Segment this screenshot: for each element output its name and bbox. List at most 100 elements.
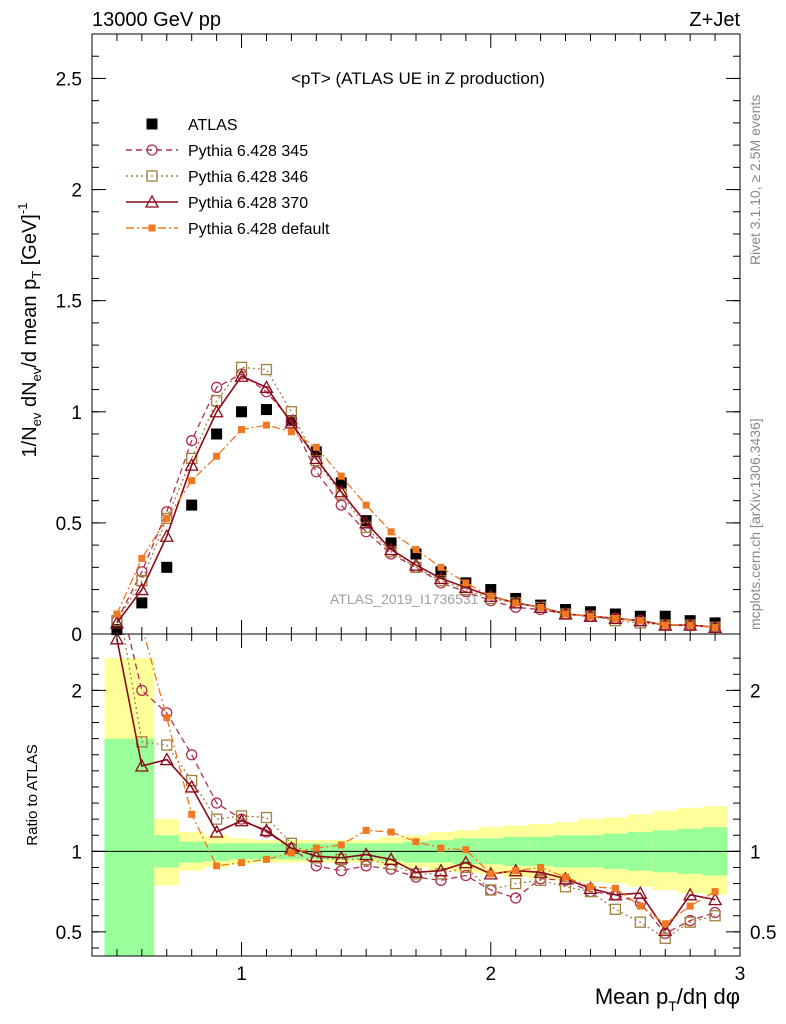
point-atlas <box>335 477 347 489</box>
ratio-point-p346 <box>210 813 223 825</box>
point-p345 <box>136 566 148 578</box>
point-atlas <box>111 624 123 636</box>
point-atlas <box>186 499 198 511</box>
ratio-point-pdef <box>188 810 196 818</box>
point-p370 <box>433 571 449 585</box>
legend-item-p370: Pythia 6.428 370 <box>126 194 308 212</box>
ratio-point-p370 <box>533 864 548 878</box>
ratio-point-p370 <box>259 823 274 837</box>
point-p370 <box>309 451 324 465</box>
watermark: ATLAS_2019_I1736531 <box>330 591 479 607</box>
series-line-p345 <box>116 373 716 628</box>
legend-label: Pythia 6.428 default <box>188 221 330 238</box>
point-p370 <box>458 579 473 593</box>
ratio-point-p370 <box>408 864 424 878</box>
point-atlas <box>260 404 272 416</box>
legend-label: Pythia 6.428 345 <box>188 143 308 160</box>
band-green <box>104 738 130 956</box>
y-tick-label: 2 <box>71 181 82 202</box>
ratio-y-ticks: 0.5 0.5 1 1 2 2 <box>56 657 776 949</box>
point-p370 <box>134 582 149 596</box>
ratio-point-p346 <box>659 932 671 944</box>
point-p345 <box>210 381 223 393</box>
ratio-point-p346 <box>559 881 572 893</box>
point-pdef <box>213 452 221 460</box>
ratio-point-p370 <box>109 631 125 645</box>
header-right: Z+Jet <box>689 9 740 31</box>
point-p370 <box>359 515 374 529</box>
ratio-point-p346 <box>485 884 497 896</box>
point-p370 <box>284 415 299 429</box>
point-atlas <box>360 515 372 527</box>
ratio-point-p346 <box>510 877 522 890</box>
ratio-point-pdef <box>586 883 594 891</box>
x-tick-label: 2 <box>485 964 496 985</box>
point-p346 <box>210 395 223 407</box>
ratio-point-p370 <box>658 922 673 936</box>
series-line-p346 <box>116 366 716 628</box>
y-tick-label: 1.5 <box>56 292 82 313</box>
point-pdef <box>412 546 420 554</box>
ratio-point-p370 <box>707 892 723 906</box>
point-p370 <box>109 615 125 629</box>
ratio-y-tick-label-right: 1 <box>750 842 761 863</box>
point-pdef <box>387 528 395 536</box>
ratio-point-p345 <box>360 860 372 872</box>
ratio-point-pdef <box>562 873 570 881</box>
point-p370 <box>334 484 349 498</box>
point-p346 <box>235 361 248 373</box>
main-x-ticks <box>116 34 741 634</box>
ratio-point-p346 <box>709 910 721 922</box>
y-tick-label: 1 <box>71 403 82 424</box>
point-p370 <box>209 404 224 418</box>
ratio-point-p370 <box>633 885 648 899</box>
point-pdef <box>138 554 146 562</box>
point-atlas <box>161 561 173 573</box>
point-p346 <box>260 363 273 376</box>
ratio-point-pdef <box>163 714 171 722</box>
point-p370 <box>383 542 399 556</box>
main-y-ticks: 0 0.5 1 1.5 2 2.5 <box>56 55 740 646</box>
point-p370 <box>159 528 174 542</box>
ratio-point-pdef <box>661 920 669 928</box>
point-atlas <box>236 406 248 418</box>
ratio-point-p345 <box>210 797 223 809</box>
point-pdef <box>487 592 495 600</box>
point-pdef <box>262 421 270 429</box>
ratio-point-pdef <box>611 884 619 892</box>
ratio-bands <box>104 658 728 956</box>
series-line-p370 <box>116 375 716 629</box>
point-p370 <box>234 368 249 382</box>
point-p345 <box>335 499 347 511</box>
main-series-group <box>109 361 723 636</box>
point-pdef <box>512 599 520 607</box>
point-pdef <box>238 426 246 434</box>
legend-marker <box>144 194 160 208</box>
ratio-point-pdef <box>686 902 694 910</box>
plot-title: <pT> (ATLAS UE in Z production) <box>291 69 545 88</box>
ratio-point-p346 <box>161 739 173 751</box>
y-tick-label: 2.5 <box>56 69 82 90</box>
band-green <box>204 843 230 862</box>
ratio-point-p370 <box>433 863 449 877</box>
ratio-series-group <box>109 631 723 944</box>
point-atlas <box>136 597 148 609</box>
ratio-point-p370 <box>234 813 249 827</box>
ratio-point-pdef <box>487 870 495 878</box>
ratio-panel: 0.5 0.5 1 1 2 2 1 2 3 <box>56 631 776 985</box>
point-pdef <box>312 443 320 451</box>
ratio-point-p370 <box>309 848 324 862</box>
ratio-point-p345 <box>260 826 273 838</box>
point-pdef <box>636 617 644 625</box>
ratio-point-p346 <box>260 811 273 824</box>
legend-label: Pythia 6.428 370 <box>188 195 308 212</box>
ratio-point-p370 <box>458 855 473 869</box>
point-pdef <box>686 621 694 629</box>
point-p346 <box>161 512 173 525</box>
ratio-point-p370 <box>184 779 199 793</box>
point-atlas <box>659 610 671 622</box>
x-axis-label: Mean pT/dη dφ <box>595 984 740 1014</box>
ratio-point-p346 <box>609 903 622 915</box>
ratio-line-p346 <box>123 634 716 940</box>
